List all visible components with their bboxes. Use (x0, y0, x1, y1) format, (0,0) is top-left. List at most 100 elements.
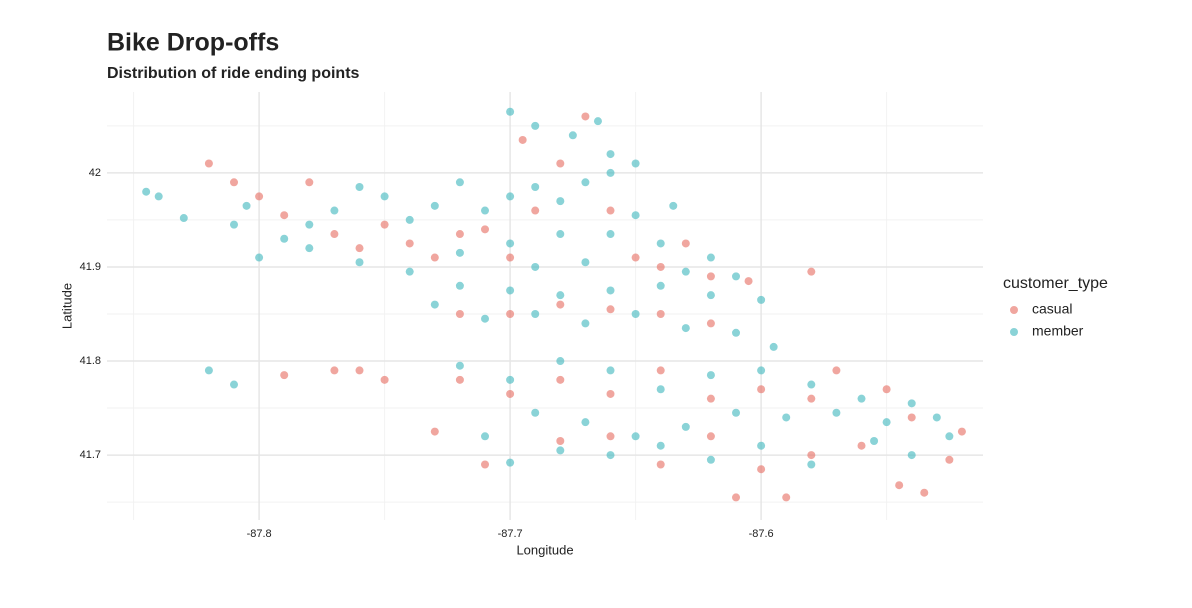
point (807, 267, 816, 276)
point (744, 277, 753, 286)
point (857, 441, 866, 450)
point (380, 192, 389, 201)
point (757, 366, 766, 375)
point (895, 481, 904, 490)
point (681, 324, 690, 333)
point (230, 178, 239, 187)
point (330, 206, 339, 215)
point (242, 201, 251, 210)
point (506, 389, 515, 398)
point (706, 291, 715, 300)
legend-title: customer_type (1003, 275, 1108, 292)
point (506, 107, 515, 116)
point (531, 206, 540, 215)
point (757, 465, 766, 474)
point (606, 286, 615, 295)
point (506, 309, 515, 318)
point (706, 371, 715, 380)
point (430, 427, 439, 436)
point (506, 286, 515, 295)
point (405, 215, 414, 224)
point (757, 295, 766, 304)
point (581, 178, 590, 187)
point (455, 230, 464, 239)
y-tick-label: 41.9 (80, 261, 101, 273)
point (455, 309, 464, 318)
point (556, 446, 565, 455)
point (280, 211, 289, 220)
point (957, 427, 966, 436)
point (606, 206, 615, 215)
point (656, 385, 665, 394)
point (631, 432, 640, 441)
point (732, 408, 741, 417)
point (593, 117, 602, 126)
chart-subtitle: Distribution of ride ending points (107, 65, 360, 82)
point (506, 239, 515, 248)
point (907, 451, 916, 460)
point (305, 178, 314, 187)
point (669, 201, 678, 210)
point (706, 272, 715, 281)
point (355, 244, 364, 253)
point (945, 432, 954, 441)
point (518, 135, 527, 144)
point (506, 458, 515, 467)
point (832, 408, 841, 417)
point (920, 488, 929, 497)
point (355, 366, 364, 375)
point (807, 451, 816, 460)
point (857, 394, 866, 403)
point (807, 380, 816, 389)
legend-swatch (1010, 328, 1018, 336)
point (581, 418, 590, 427)
point (882, 385, 891, 394)
point (481, 225, 490, 234)
point (405, 239, 414, 248)
point (681, 422, 690, 431)
point (380, 220, 389, 229)
point (732, 328, 741, 337)
point (932, 413, 941, 422)
point (405, 267, 414, 276)
point (455, 361, 464, 370)
point (556, 291, 565, 300)
point (531, 262, 540, 271)
point (757, 385, 766, 394)
point (556, 197, 565, 206)
point (656, 281, 665, 290)
point (330, 230, 339, 239)
point (380, 375, 389, 384)
point (656, 309, 665, 318)
point (481, 314, 490, 323)
point (355, 183, 364, 192)
point (506, 253, 515, 262)
point (606, 389, 615, 398)
point (204, 159, 213, 168)
point (631, 211, 640, 220)
point (280, 234, 289, 243)
point (305, 244, 314, 253)
x-tick-label: -87.7 (498, 528, 523, 540)
point (782, 493, 791, 502)
point (606, 432, 615, 441)
point (179, 214, 188, 223)
point (581, 319, 590, 328)
point (606, 150, 615, 159)
y-tick-label: 41.8 (80, 355, 101, 367)
point (142, 187, 151, 196)
point (706, 394, 715, 403)
x-tick-label: -87.6 (749, 528, 774, 540)
point (757, 441, 766, 450)
point (455, 248, 464, 257)
point (706, 253, 715, 262)
point (907, 399, 916, 408)
point (506, 375, 515, 384)
point (606, 451, 615, 460)
legend-label: member (1032, 323, 1084, 339)
point (681, 267, 690, 276)
y-tick-label: 42 (89, 167, 101, 179)
x-tick-label: -87.8 (247, 528, 272, 540)
point (531, 309, 540, 318)
